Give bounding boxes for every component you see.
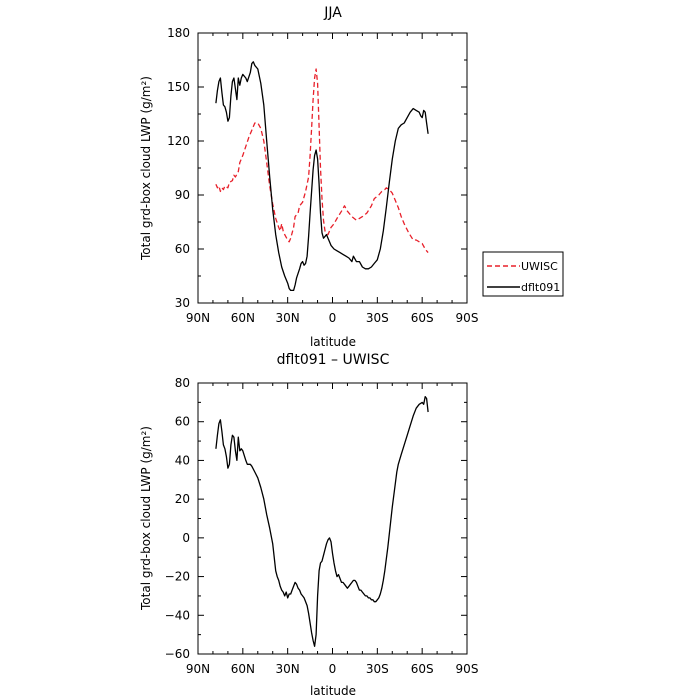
top-chart-series-layer — [215, 61, 429, 292]
bottom-chart-x-tick-label: 30S — [366, 662, 389, 676]
bottom-chart-panel: dflt091 – UWISC 90N 60N 30N 0 30S 60S 90S −60 −4… — [139, 352, 478, 698]
bottom-chart-x-tick-label: 60N — [231, 662, 255, 676]
top-chart-y-tick-label: 180 — [167, 26, 190, 40]
top-chart-x-tick-label: 90S — [456, 311, 479, 325]
top-chart-x-tick-label: 60S — [411, 311, 434, 325]
legend-box — [482, 251, 564, 297]
bottom-chart-title: dflt091 – UWISC — [277, 352, 390, 368]
bottom-chart-x-tick-label: 30N — [276, 662, 300, 676]
bottom-chart-x-tick-label: 90N — [186, 662, 210, 676]
bottom-chart-x-tick-label: 60S — [411, 662, 434, 676]
bottom-chart-y-tick-label: 40 — [175, 453, 190, 467]
top-chart-x-tick-label: 60N — [231, 311, 255, 325]
bottom-chart-plot-frame — [197, 382, 468, 655]
bottom-chart-y-tick-label: 0 — [182, 531, 190, 545]
top-chart-panel: JJA 90N 60N 30N 0 30S 60S 90S 30 60 90 120 150 180 l… — [139, 5, 478, 349]
bottom-chart-series-line-difference — [215, 395, 429, 647]
top-chart-series-line-uwisc — [215, 68, 429, 254]
top-chart-x-tick-label: 30S — [366, 311, 389, 325]
bottom-chart-x-axis-label: latitude — [310, 684, 356, 698]
top-chart-series-line-dflt091 — [215, 61, 429, 292]
top-chart-x-tick-label: 0 — [329, 311, 337, 325]
bottom-chart-ticks: 90N 60N 30N 0 30S 60S 90S −60 −40 −20 0 20 40 60 80 — [165, 376, 479, 676]
top-chart-y-tick-label: 90 — [175, 188, 190, 202]
bottom-chart-x-tick-label: 90S — [456, 662, 479, 676]
legend-label-uwisc: UWISC — [521, 260, 558, 273]
top-chart-title: JJA — [323, 5, 342, 21]
bottom-chart-y-tick-label: −40 — [165, 608, 190, 622]
legend: UWISC dflt091 — [482, 251, 564, 297]
bottom-chart-y-tick-label: −20 — [165, 570, 190, 584]
bottom-chart-x-tick-label: 0 — [329, 662, 337, 676]
top-chart-x-axis-label: latitude — [310, 335, 356, 349]
top-chart-y-tick-label: 150 — [167, 80, 190, 94]
top-chart-y-tick-label: 30 — [175, 296, 190, 310]
bottom-chart-y-tick-label: 20 — [175, 492, 190, 506]
top-chart-y-axis-label: Total grd-box cloud LWP (g/m²) — [139, 76, 153, 261]
top-chart-x-tick-label: 30N — [276, 311, 300, 325]
top-chart-y-tick-label: 60 — [175, 242, 190, 256]
bottom-chart-y-tick-label: 60 — [175, 415, 190, 429]
legend-label-dflt091: dflt091 — [521, 281, 560, 294]
bottom-chart-y-tick-label: 80 — [175, 376, 190, 390]
bottom-chart-y-axis-label: Total grd-box cloud LWP (g/m²) — [139, 426, 153, 611]
top-chart-ticks: 90N 60N 30N 0 30S 60S 90S 30 60 90 120 150 180 — [167, 26, 478, 325]
top-chart-x-tick-label: 90N — [186, 311, 210, 325]
top-chart-y-tick-label: 120 — [167, 134, 190, 148]
bottom-chart-y-tick-label: −60 — [165, 647, 190, 661]
bottom-chart-series-layer — [215, 395, 429, 647]
